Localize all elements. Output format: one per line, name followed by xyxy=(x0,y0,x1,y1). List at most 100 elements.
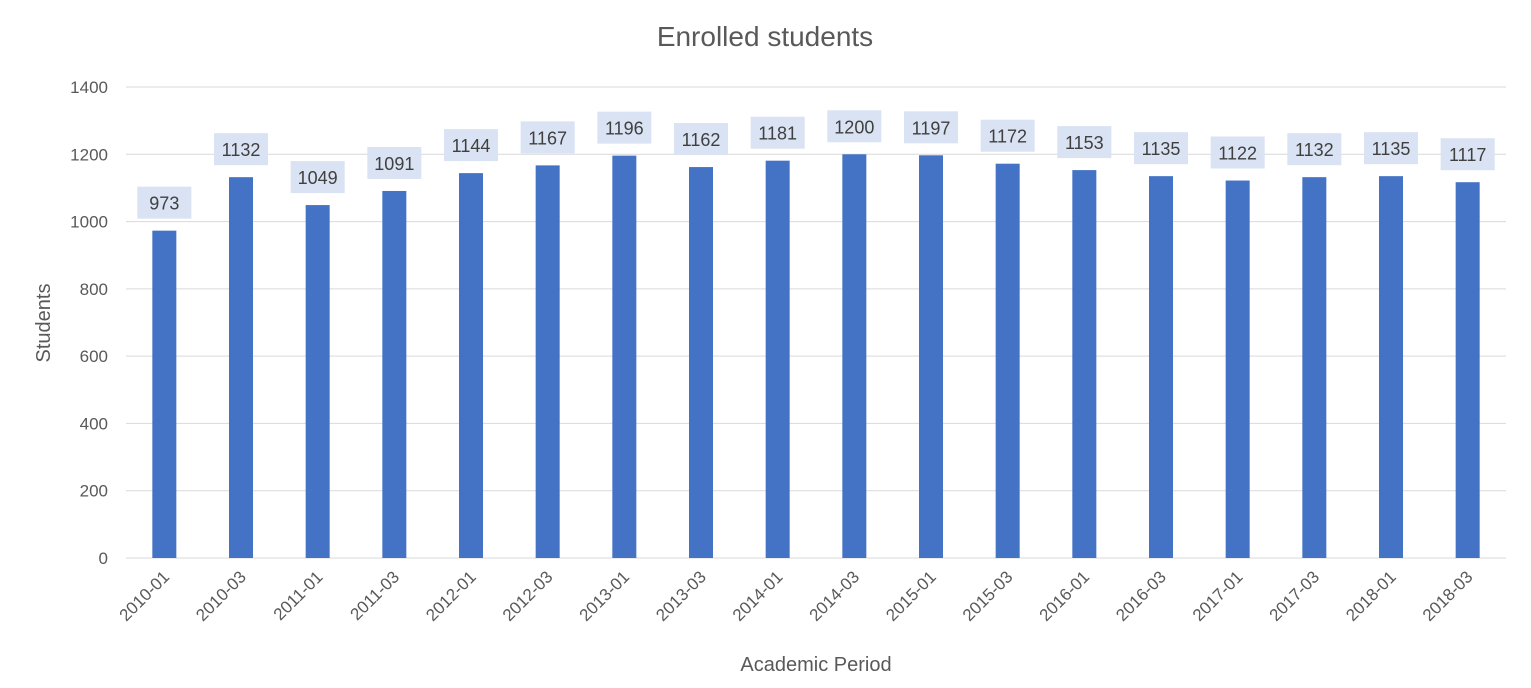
data-label-text: 1132 xyxy=(1295,140,1334,160)
data-label: 1196 xyxy=(597,111,652,144)
x-axis-ticks: 2010-01 2010-03 2011-01 2011-03 2012-01 2012-… xyxy=(116,567,1477,625)
data-label-text: 1153 xyxy=(1065,133,1104,153)
data-label: 1167 xyxy=(520,121,575,154)
data-label: 1172 xyxy=(980,119,1035,152)
x-axis-title: Academic Period xyxy=(740,654,891,676)
bars xyxy=(152,154,1480,559)
data-label-text: 1117 xyxy=(1449,145,1486,165)
data-label: 973 xyxy=(137,186,192,219)
y-tick-label: 200 xyxy=(80,482,108,501)
y-axis-title: Students xyxy=(33,284,55,363)
x-tick-label: 2013-03 xyxy=(652,567,710,625)
x-tick-label: 2015-03 xyxy=(959,567,1017,625)
data-label-text: 1132 xyxy=(222,140,261,160)
bar xyxy=(765,160,790,558)
bar xyxy=(535,165,560,558)
bar xyxy=(995,163,1020,558)
data-label-background xyxy=(137,186,192,219)
data-label-text: 1181 xyxy=(758,124,797,144)
bar xyxy=(1455,182,1480,558)
gridlines xyxy=(126,86,1506,559)
y-axis-ticks: 0 200 400 600 800 1000 1200 1400 xyxy=(70,78,108,568)
data-label-background xyxy=(520,121,575,154)
bar xyxy=(152,230,177,558)
y-tick-label: 1200 xyxy=(70,145,108,164)
x-tick-label: 2016-01 xyxy=(1036,567,1094,625)
x-tick-label: 2011-01 xyxy=(270,567,327,624)
data-label-text: 1135 xyxy=(1372,139,1411,159)
data-label-text: 1196 xyxy=(605,119,644,139)
data-label-background xyxy=(290,161,345,194)
y-tick-label: 0 xyxy=(99,549,108,568)
x-tick-label: 2013-01 xyxy=(576,567,634,625)
chart-title: Enrolled students xyxy=(657,21,873,52)
data-label: 1135 xyxy=(1364,132,1418,165)
data-label: 1132 xyxy=(1287,133,1342,166)
data-label-background xyxy=(1287,133,1342,166)
data-label-text: 1135 xyxy=(1142,139,1181,159)
data-label-text: 1167 xyxy=(528,128,567,148)
x-tick-label: 2018-01 xyxy=(1342,567,1400,625)
data-labels: 973 1132 1049 1091 1144 1167 1196 1162 1181 1200 1… xyxy=(137,110,1495,219)
bar xyxy=(1072,170,1097,559)
data-label-background xyxy=(1440,138,1495,171)
data-label: 1162 xyxy=(674,123,728,156)
y-tick-label: 1400 xyxy=(70,78,108,97)
data-label-background xyxy=(1134,132,1188,165)
data-label-background xyxy=(1057,126,1112,159)
data-label: 1049 xyxy=(290,161,345,194)
data-label: 1122 xyxy=(1210,136,1265,169)
data-label: 1135 xyxy=(1134,132,1188,165)
bar xyxy=(229,177,253,559)
data-label: 1117 xyxy=(1440,138,1495,171)
bar xyxy=(612,155,637,559)
x-tick-label: 2014-01 xyxy=(729,567,787,625)
data-label-background xyxy=(597,111,652,144)
x-tick-label: 2010-03 xyxy=(192,567,250,625)
x-tick-label: 2017-01 xyxy=(1189,567,1247,625)
data-label-background xyxy=(214,133,268,166)
y-tick-label: 800 xyxy=(80,280,108,299)
bar xyxy=(1149,176,1173,558)
data-label-background xyxy=(1364,132,1418,165)
x-tick-label: 2012-01 xyxy=(422,567,480,625)
bar xyxy=(382,190,407,558)
x-tick-label: 2018-03 xyxy=(1419,567,1477,625)
data-label-background xyxy=(904,111,958,144)
data-label-background xyxy=(367,146,422,179)
data-label-background xyxy=(674,123,728,156)
bar xyxy=(1379,176,1403,558)
bar xyxy=(842,154,867,559)
bar xyxy=(919,155,943,559)
data-label-background xyxy=(444,129,498,162)
data-label: 1132 xyxy=(214,133,268,166)
x-tick-label: 2016-03 xyxy=(1112,567,1170,625)
data-label-background xyxy=(750,116,805,149)
bar xyxy=(1302,177,1327,559)
data-label-text: 1091 xyxy=(374,154,414,174)
data-label-text: 1049 xyxy=(298,168,338,188)
data-label-text: 1200 xyxy=(834,117,874,137)
bar xyxy=(459,173,483,558)
data-label: 1144 xyxy=(444,129,498,162)
data-label: 1091 xyxy=(367,146,422,179)
data-label-text: 1122 xyxy=(1218,144,1257,164)
data-label: 1197 xyxy=(904,111,958,144)
bar xyxy=(1225,180,1250,558)
y-tick-label: 600 xyxy=(80,347,108,366)
bar xyxy=(305,205,330,558)
data-label-text: 1197 xyxy=(912,118,951,138)
data-label: 1181 xyxy=(750,116,805,149)
data-label-text: 1172 xyxy=(988,127,1027,147)
data-label: 1153 xyxy=(1057,126,1112,159)
data-label-text: 973 xyxy=(149,194,179,214)
x-tick-label: 2015-01 xyxy=(882,567,940,625)
x-tick-label: 2010-01 xyxy=(116,567,174,625)
data-label-text: 1162 xyxy=(682,130,721,150)
x-tick-label: 2011-03 xyxy=(346,567,403,624)
bar xyxy=(689,167,713,558)
x-tick-label: 2017-03 xyxy=(1266,567,1324,625)
x-tick-label: 2014-03 xyxy=(806,567,864,625)
x-tick-label: 2012-03 xyxy=(499,567,557,625)
